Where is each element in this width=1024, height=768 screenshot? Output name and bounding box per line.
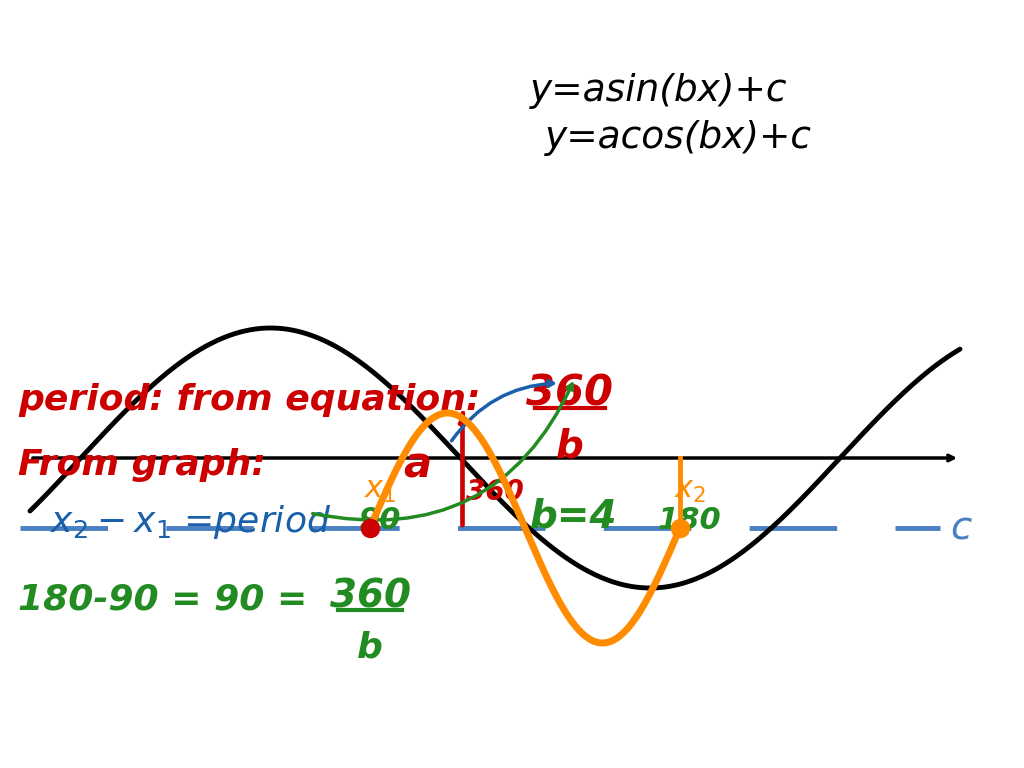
Text: From graph:: From graph: bbox=[18, 448, 266, 482]
Text: 360: 360 bbox=[526, 373, 613, 415]
Text: 180-90 = 90 =: 180-90 = 90 = bbox=[18, 583, 307, 617]
Text: b: b bbox=[556, 428, 584, 466]
Text: b: b bbox=[357, 631, 383, 665]
Text: $x_1$: $x_1$ bbox=[364, 476, 396, 505]
Text: $x_2$: $x_2$ bbox=[674, 476, 707, 505]
Text: a: a bbox=[403, 445, 431, 486]
Text: y=acos(bx)+c: y=acos(bx)+c bbox=[545, 120, 812, 156]
Text: $x_2-x_1$ =period: $x_2-x_1$ =period bbox=[50, 503, 331, 541]
Text: 90: 90 bbox=[358, 506, 401, 535]
Text: 180: 180 bbox=[658, 506, 722, 535]
Text: b=4: b=4 bbox=[530, 498, 617, 536]
Text: c: c bbox=[950, 509, 972, 547]
Text: y=asin(bx)+c: y=asin(bx)+c bbox=[530, 73, 787, 109]
Text: 360: 360 bbox=[466, 478, 524, 506]
Text: period: from equation:: period: from equation: bbox=[18, 383, 480, 417]
Text: 360: 360 bbox=[330, 578, 411, 616]
